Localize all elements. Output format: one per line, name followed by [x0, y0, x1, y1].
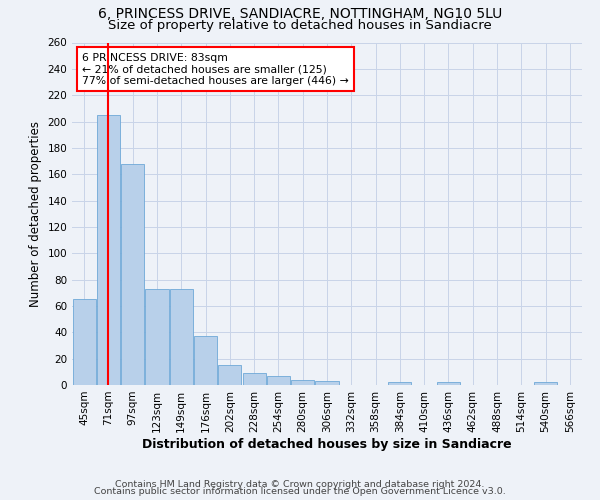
Bar	[291, 380, 314, 385]
Text: Size of property relative to detached houses in Sandiacre: Size of property relative to detached ho…	[108, 19, 492, 32]
Text: Contains HM Land Registry data © Crown copyright and database right 2024.: Contains HM Land Registry data © Crown c…	[115, 480, 485, 489]
Text: Contains public sector information licensed under the Open Government Licence v3: Contains public sector information licen…	[94, 488, 506, 496]
Bar	[145, 289, 169, 385]
Bar	[121, 164, 144, 385]
Bar	[437, 382, 460, 385]
Bar	[388, 382, 412, 385]
Bar	[316, 381, 338, 385]
Text: 6 PRINCESS DRIVE: 83sqm
← 21% of detached houses are smaller (125)
77% of semi-d: 6 PRINCESS DRIVE: 83sqm ← 21% of detache…	[82, 53, 349, 86]
Bar	[97, 115, 120, 385]
Y-axis label: Number of detached properties: Number of detached properties	[29, 120, 42, 306]
Bar	[194, 336, 217, 385]
Bar	[218, 365, 241, 385]
Bar	[242, 373, 266, 385]
Bar	[267, 376, 290, 385]
Bar	[73, 300, 95, 385]
Bar	[534, 382, 557, 385]
X-axis label: Distribution of detached houses by size in Sandiacre: Distribution of detached houses by size …	[142, 438, 512, 450]
Text: 6, PRINCESS DRIVE, SANDIACRE, NOTTINGHAM, NG10 5LU: 6, PRINCESS DRIVE, SANDIACRE, NOTTINGHAM…	[98, 8, 502, 22]
Bar	[170, 289, 193, 385]
